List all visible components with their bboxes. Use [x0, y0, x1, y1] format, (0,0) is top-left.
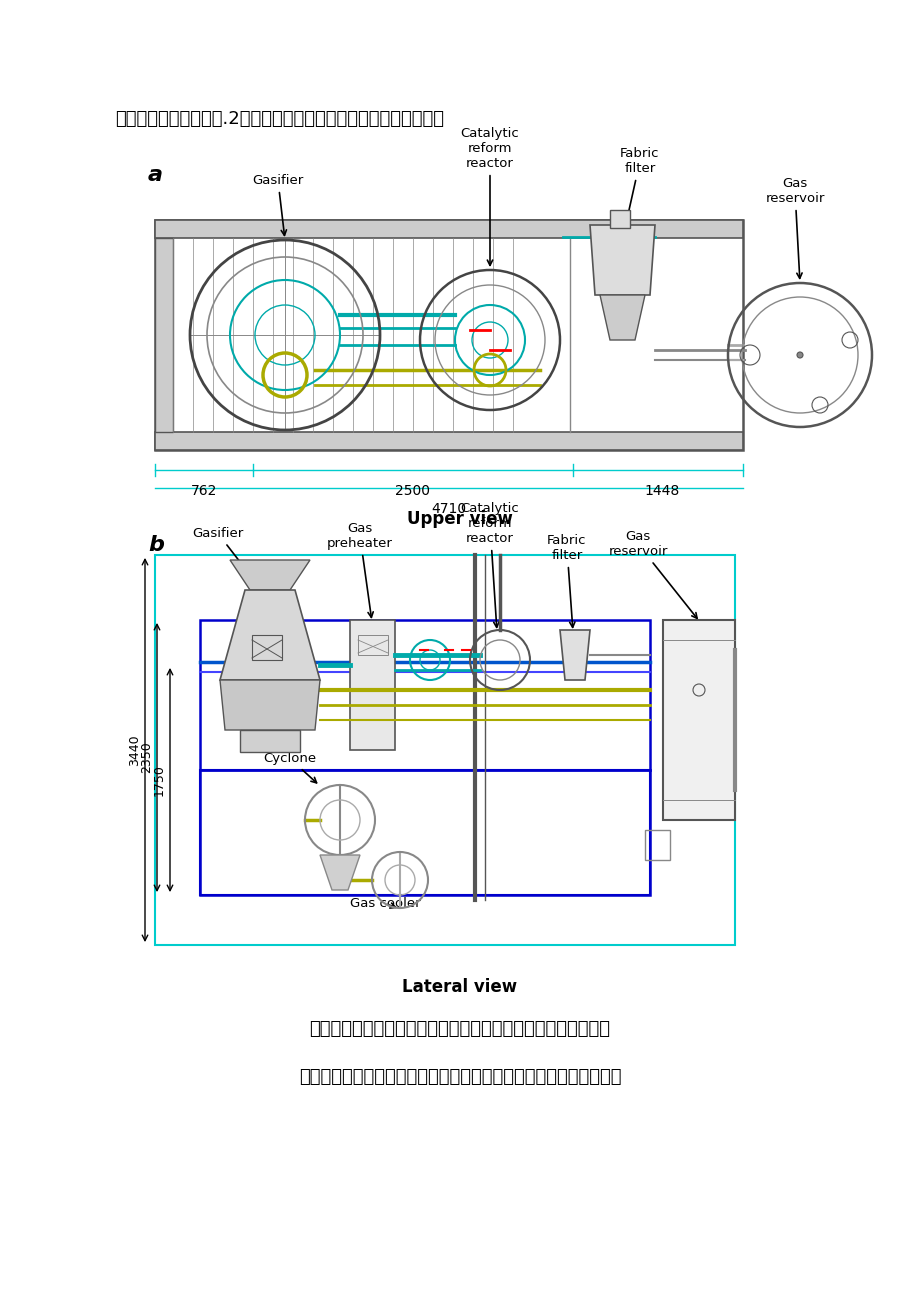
- Text: 1750: 1750: [153, 764, 165, 796]
- Bar: [644, 829, 669, 861]
- Bar: [154, 432, 743, 450]
- Text: 2500: 2500: [395, 484, 430, 497]
- Text: 762: 762: [190, 484, 217, 497]
- Bar: [240, 730, 300, 753]
- Text: Fabric
filter: Fabric filter: [619, 147, 659, 224]
- Text: Gas
reservoir: Gas reservoir: [607, 530, 697, 618]
- Bar: [154, 220, 743, 238]
- Text: b: b: [148, 535, 164, 555]
- Text: 3440: 3440: [128, 734, 141, 766]
- Polygon shape: [560, 630, 589, 680]
- Bar: [357, 635, 388, 655]
- Text: 相同。那么在第一阶段空气供给到反应器中时提供了一个热释放保持: 相同。那么在第一阶段空气供给到反应器中时提供了一个热释放保持: [299, 1068, 620, 1086]
- Text: Upper view: Upper view: [406, 510, 513, 529]
- Bar: [663, 620, 734, 820]
- Bar: [349, 620, 394, 750]
- Bar: [154, 220, 743, 450]
- Text: 篦晃动这可以排灰。图.2给出了系统的示意图，包括一个辅助设备。: 篦晃动这可以排灰。图.2给出了系统的示意图，包括一个辅助设备。: [115, 109, 444, 128]
- Polygon shape: [599, 296, 644, 340]
- Text: 1448: 1448: [643, 484, 679, 497]
- Bar: [199, 620, 650, 894]
- Bar: [199, 769, 650, 894]
- Text: 如果气化器的工作原理与上述空气供给的单级气化器的中间部分: 如果气化器的工作原理与上述空气供给的单级气化器的中间部分: [309, 1019, 610, 1038]
- Polygon shape: [220, 590, 320, 680]
- Polygon shape: [320, 855, 359, 891]
- Text: 4710: 4710: [431, 503, 466, 516]
- Bar: [154, 555, 734, 945]
- Text: Catalytic
reform
reactor: Catalytic reform reactor: [460, 128, 519, 266]
- Text: Gasifier: Gasifier: [192, 527, 265, 594]
- Polygon shape: [220, 680, 320, 730]
- Circle shape: [796, 352, 802, 358]
- Text: Catalytic
reform
reactor: Catalytic reform reactor: [460, 503, 519, 628]
- Text: Gas
reservoir: Gas reservoir: [765, 177, 823, 279]
- Bar: [154, 238, 173, 432]
- Text: 2350: 2350: [140, 741, 153, 773]
- Text: Cyclone: Cyclone: [263, 753, 316, 783]
- Text: Gas
preheater: Gas preheater: [327, 522, 392, 617]
- Text: a: a: [148, 165, 163, 185]
- Polygon shape: [589, 225, 654, 296]
- Text: Gas cooler: Gas cooler: [349, 897, 420, 910]
- Text: Fabric
filter: Fabric filter: [547, 534, 586, 628]
- Bar: [252, 635, 282, 660]
- Text: Gasifier: Gasifier: [252, 174, 303, 236]
- Text: Lateral view: Lateral view: [402, 978, 517, 996]
- Bar: [609, 210, 630, 228]
- Polygon shape: [230, 560, 310, 590]
